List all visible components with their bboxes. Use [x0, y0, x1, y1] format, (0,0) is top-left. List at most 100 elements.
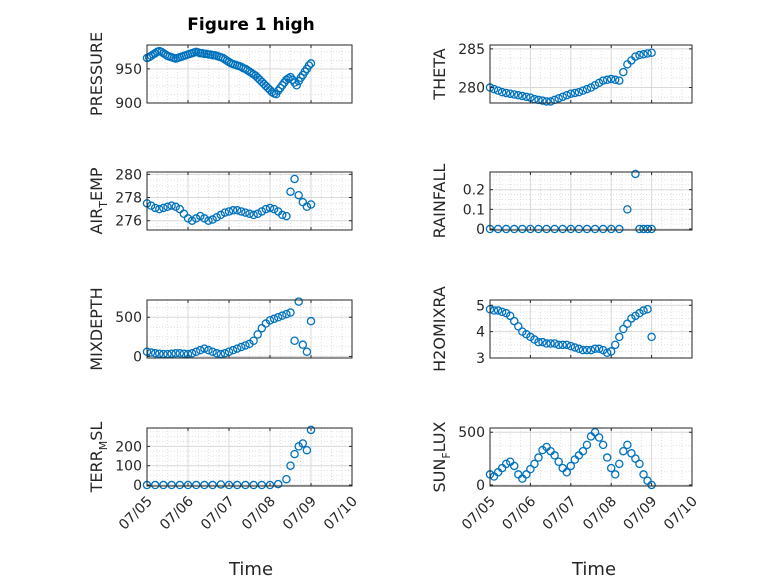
data-point [554, 94, 563, 103]
data-point [200, 480, 209, 490]
data-point [554, 457, 563, 466]
data-point [208, 480, 217, 490]
data-point [615, 459, 624, 469]
data-point [615, 76, 624, 85]
data-point [522, 470, 531, 479]
y-axis-label: PRESSURE [87, 32, 106, 116]
y-tick-label: 500 [458, 425, 485, 441]
axes-box [489, 44, 693, 104]
data-point [294, 190, 303, 200]
axes-box [146, 427, 353, 487]
data-point [228, 345, 238, 355]
data-point [501, 88, 511, 98]
subplot-rainfall: 0 0.1 0.2 RAINFALL [430, 164, 693, 238]
data-point [639, 306, 648, 315]
data-point [267, 87, 277, 97]
data-point [208, 347, 217, 356]
data-point [526, 224, 535, 234]
data-point [610, 340, 620, 350]
data-point [298, 439, 308, 448]
data-point [509, 224, 519, 234]
data-point [643, 49, 652, 58]
data-point [631, 454, 640, 463]
data-point [282, 474, 291, 484]
data-point [501, 459, 511, 469]
data-point [590, 427, 600, 437]
data-point [542, 224, 551, 234]
data-point [237, 207, 246, 216]
y-tick-label: 285 [458, 42, 485, 58]
data-point [249, 336, 258, 346]
data-point [570, 343, 580, 352]
y-axis-label: MIXDEPTH [87, 287, 106, 370]
data-point [639, 50, 648, 59]
data-point [493, 86, 503, 95]
data-point [278, 210, 287, 220]
data-point [643, 476, 652, 485]
data-point [562, 340, 572, 350]
data-point [298, 197, 308, 207]
data-point [290, 449, 299, 459]
data-point [292, 81, 301, 90]
data-point [228, 206, 238, 215]
data-point [538, 337, 547, 347]
y-tick-label: 276 [115, 214, 142, 230]
data-point [542, 97, 551, 106]
axes-box [146, 44, 353, 104]
data-point [550, 339, 559, 348]
data-point [200, 344, 209, 353]
data-point [159, 480, 168, 490]
axes-box [489, 171, 693, 231]
data-point [220, 349, 230, 358]
data-point [534, 224, 543, 234]
y-tick-label: 280 [458, 81, 485, 97]
data-point [566, 224, 576, 234]
data-point [509, 316, 519, 326]
data-point [257, 207, 267, 216]
data-point [602, 348, 612, 357]
data-point [306, 59, 316, 68]
x-tick-label: 07/07 [540, 494, 580, 534]
data-point [647, 48, 656, 57]
subplot-mixdepth: 0 500 MIXDEPTH [87, 287, 353, 371]
data-point [257, 323, 267, 333]
data-point [265, 316, 275, 325]
x-tick-label: 07/07 [198, 494, 238, 534]
data-point [598, 224, 608, 234]
data-point [594, 344, 604, 354]
data-point [550, 224, 559, 234]
data-point [562, 91, 572, 100]
y-tick-label: 950 [115, 62, 142, 78]
data-point [282, 309, 291, 319]
data-point [522, 92, 531, 102]
data-point [249, 210, 258, 220]
y-tick-label: 0 [133, 478, 142, 494]
y-tick-label: 0 [133, 349, 142, 365]
data-point [619, 446, 628, 456]
data-point [171, 349, 180, 358]
data-point [179, 349, 189, 358]
data-point [179, 209, 189, 219]
data-point [635, 459, 644, 469]
x-axis-label-right: Time [571, 559, 616, 580]
data-point [518, 474, 527, 483]
axes-box [489, 427, 693, 487]
data-point [306, 425, 316, 435]
data-point [615, 332, 624, 342]
data-point [282, 211, 291, 221]
data-point [542, 339, 551, 348]
data-point [150, 480, 160, 490]
data-point [635, 224, 644, 234]
data-point [602, 75, 612, 85]
data-point [558, 92, 567, 102]
data-point [631, 52, 640, 61]
data-point [586, 432, 596, 441]
data-point [269, 314, 279, 324]
data-point [582, 84, 592, 94]
x-tick-label: 07/08 [239, 494, 279, 534]
data-point [598, 76, 608, 85]
data-point [534, 453, 543, 462]
data-point [538, 96, 547, 105]
data-point [167, 349, 176, 358]
